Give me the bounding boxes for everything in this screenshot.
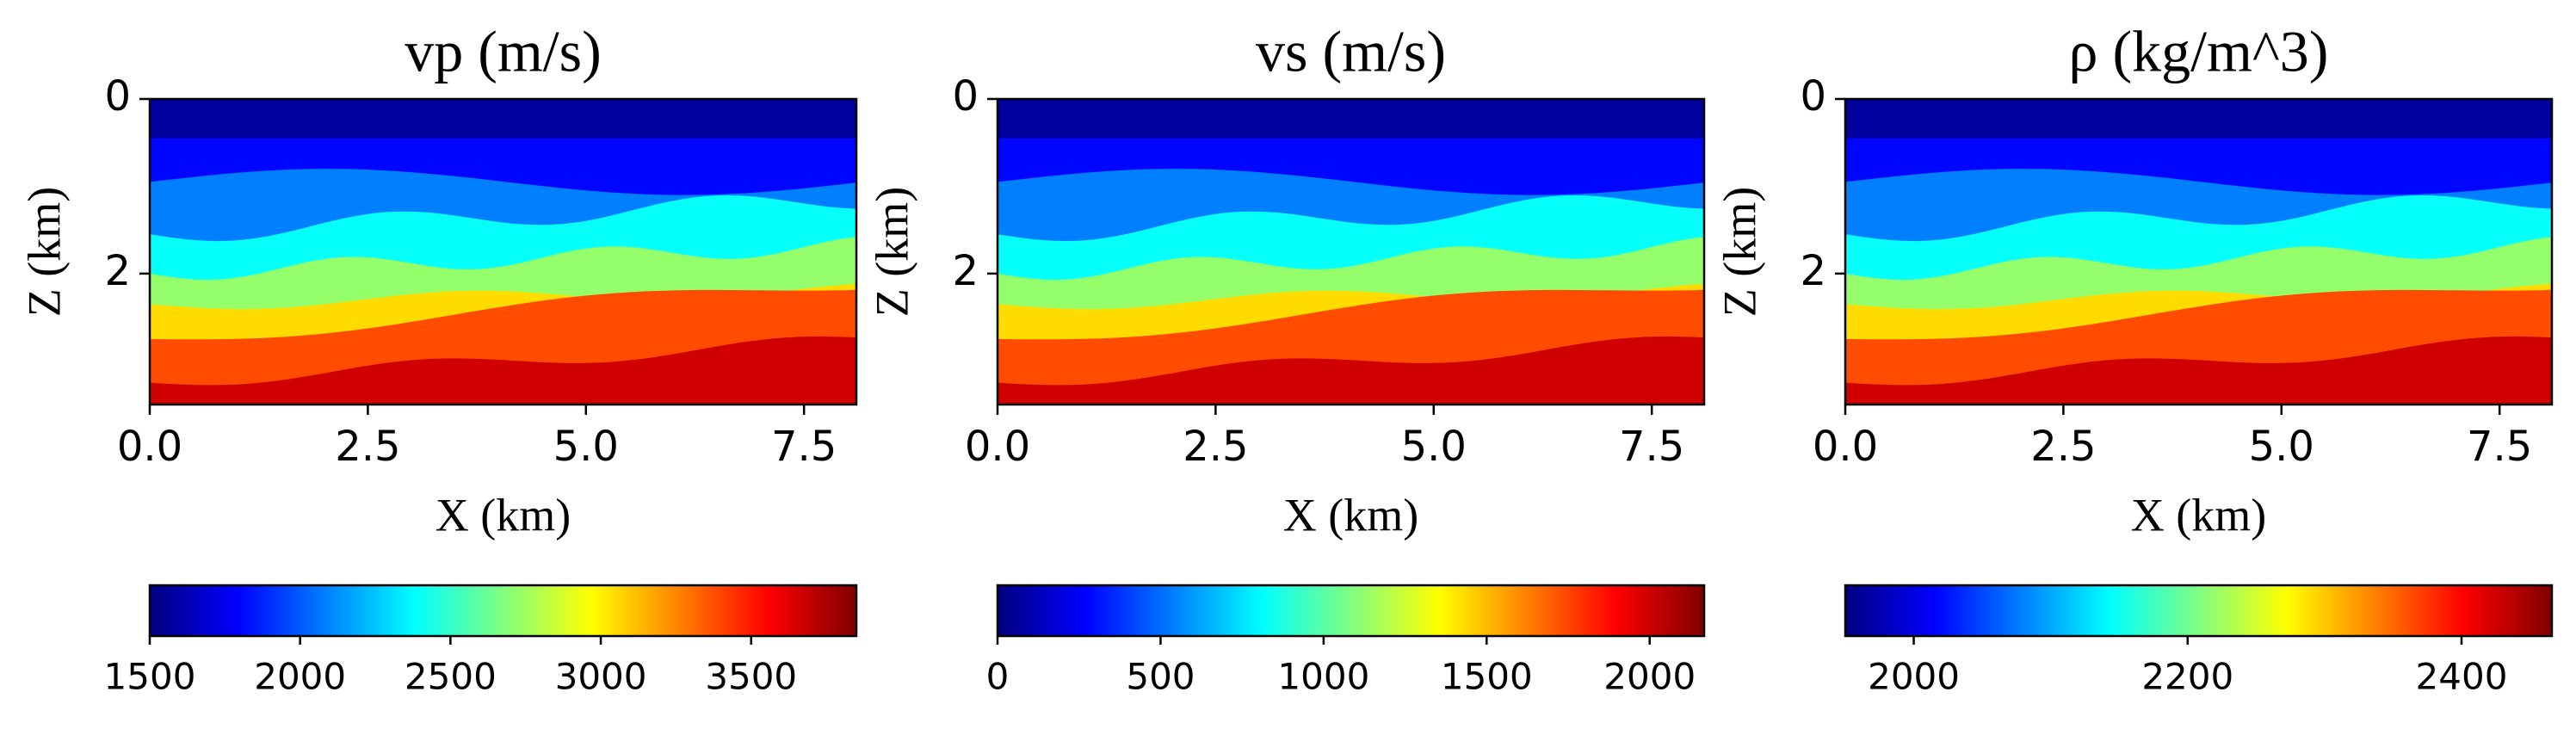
model-image — [998, 99, 1704, 405]
x-axis-label: X (km) — [2131, 489, 2266, 541]
y-axis-label: Z (km) — [1714, 187, 1765, 317]
colorbar-tick-label: 2400 — [2416, 656, 2508, 698]
colorbar-tick-label: 1500 — [1441, 656, 1533, 698]
colorbar-tick-label: 2000 — [1603, 656, 1696, 698]
colorbar-tick-label: 3500 — [705, 656, 797, 698]
x-tick-label: 5.0 — [553, 423, 619, 471]
colorbar-tick-label: 2000 — [254, 656, 346, 698]
panel-title: vp (m/s) — [405, 19, 602, 84]
axes-frame — [996, 97, 1706, 406]
x-axis-label: X (km) — [436, 489, 571, 541]
y-tick-label: 0 — [1800, 72, 1826, 120]
y-tick-label: 0 — [104, 72, 131, 120]
colorbar-tick-label: 1500 — [104, 656, 196, 698]
y-tick-label: 2 — [952, 247, 979, 295]
colorbar — [996, 584, 1706, 638]
model-image — [150, 99, 856, 405]
model-layer — [998, 336, 1704, 405]
colorbar-tick-label: 2500 — [405, 656, 497, 698]
y-tick-label: 0 — [952, 72, 979, 120]
colorbar-tick-label: 3000 — [555, 656, 647, 698]
y-tick-label: 2 — [1800, 247, 1826, 295]
x-tick-label: 0.0 — [117, 423, 182, 471]
axes-frame — [1844, 97, 2554, 406]
x-tick-label: 5.0 — [2249, 423, 2314, 471]
y-axis-label: Z (km) — [18, 187, 70, 317]
panel-title: ρ (kg/m^3) — [2069, 19, 2329, 84]
y-tick-label: 2 — [104, 247, 131, 295]
x-tick-label: 5.0 — [1401, 423, 1467, 471]
x-tick-label: 2.5 — [1183, 423, 1248, 471]
colorbar-tick-label: 0 — [986, 656, 1010, 698]
panel-title: vs (m/s) — [1256, 19, 1446, 84]
x-tick-label: 0.0 — [965, 423, 1030, 471]
x-tick-label: 7.5 — [771, 423, 837, 471]
x-tick-label: 0.0 — [1813, 423, 1878, 471]
colorbar-tick-label: 2000 — [1868, 656, 1960, 698]
colorbar-tick-label: 2200 — [2141, 656, 2233, 698]
model-layer — [150, 336, 856, 405]
colorbar-tick-label: 1000 — [1277, 656, 1369, 698]
x-axis-label: X (km) — [1283, 489, 1418, 541]
colorbar-tick-label: 500 — [1126, 656, 1195, 698]
x-tick-label: 7.5 — [1619, 423, 1684, 471]
model-image — [1845, 99, 2552, 405]
colorbar — [1844, 584, 2554, 638]
colorbar — [148, 584, 858, 638]
model-layer — [1845, 336, 2552, 405]
x-tick-label: 2.5 — [2030, 423, 2096, 471]
y-axis-label: Z (km) — [866, 187, 917, 317]
x-tick-label: 7.5 — [2467, 423, 2532, 471]
x-tick-label: 2.5 — [335, 423, 400, 471]
axes-frame — [148, 97, 858, 406]
